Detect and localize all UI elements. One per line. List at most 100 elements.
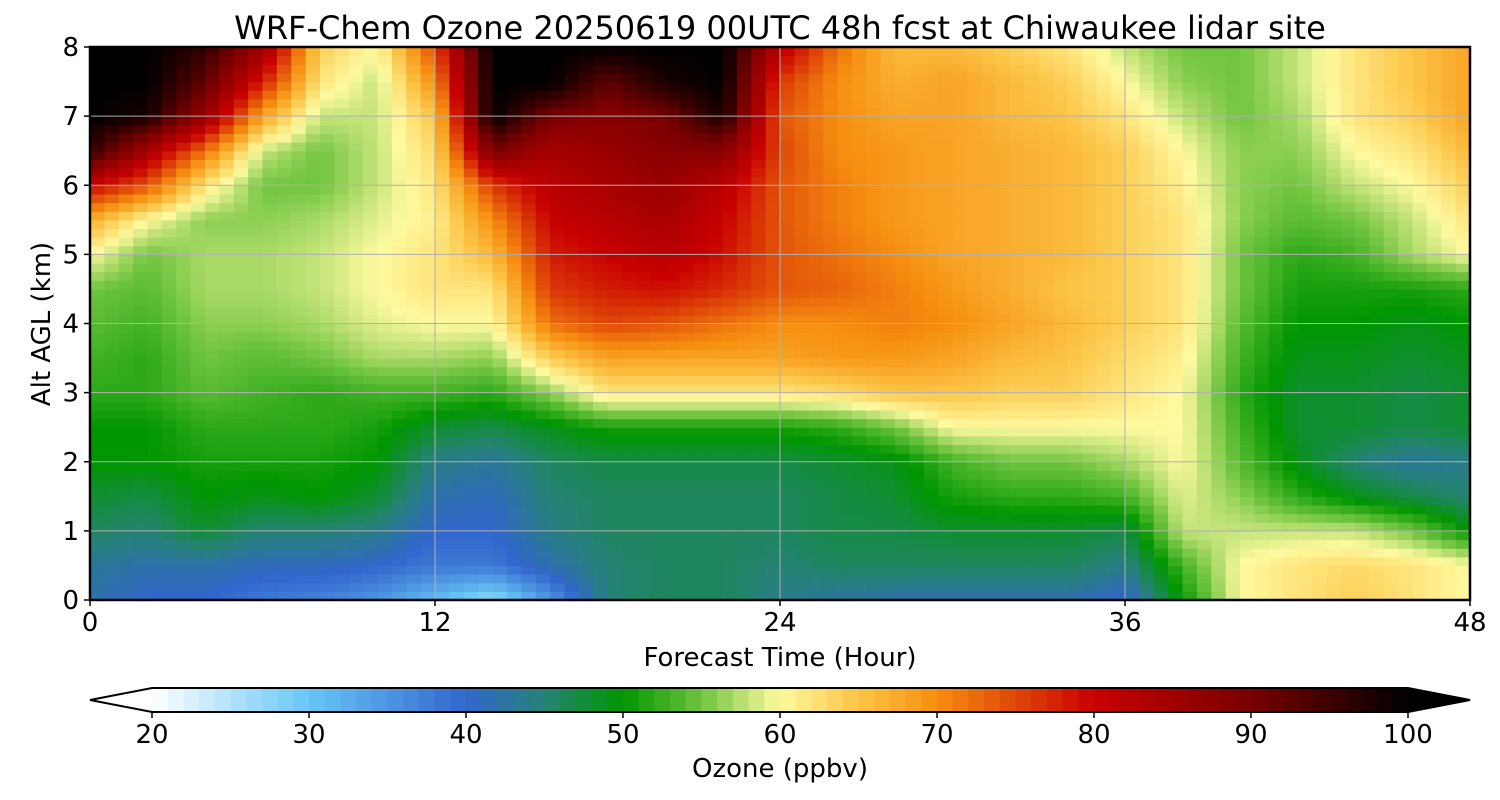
field-cell — [1369, 185, 1385, 195]
field-cell — [1153, 470, 1169, 480]
field-cell — [736, 245, 752, 255]
field-cell — [966, 375, 982, 385]
field-cell — [808, 314, 824, 325]
field-cell — [895, 288, 910, 299]
field-cell — [837, 539, 853, 549]
field-cell — [665, 159, 680, 169]
field-cell — [118, 375, 134, 385]
field-cell — [1254, 228, 1270, 238]
field-cell — [823, 340, 839, 351]
field-cell — [521, 496, 537, 506]
field-cell — [161, 565, 177, 575]
field-cell — [1268, 522, 1284, 532]
field-cell — [1369, 444, 1385, 454]
field-cell — [665, 150, 680, 160]
field-cell — [118, 142, 134, 152]
field-cell — [449, 228, 465, 238]
field-cell — [391, 193, 407, 204]
field-cell — [665, 245, 680, 255]
field-cell — [1455, 453, 1471, 463]
field-cell — [550, 254, 565, 264]
field-cell — [1024, 167, 1040, 178]
field-cell — [679, 193, 695, 204]
field-cell — [233, 297, 249, 307]
field-cell — [650, 245, 666, 255]
field-cell — [1340, 392, 1356, 402]
field-cell — [1254, 185, 1270, 195]
field-cell — [722, 245, 738, 255]
field-cell — [535, 358, 551, 368]
field-cell — [320, 582, 335, 592]
field-cell — [837, 479, 853, 489]
field-cell — [363, 470, 379, 480]
field-cell — [190, 228, 206, 238]
field-cell — [1211, 167, 1227, 178]
field-cell — [521, 332, 537, 342]
field-cell — [104, 176, 120, 186]
field-cell — [1211, 314, 1227, 325]
field-cell — [291, 556, 307, 567]
field-cell — [506, 349, 522, 359]
field-cell — [837, 176, 853, 186]
field-cell — [578, 539, 594, 549]
field-cell — [1340, 461, 1356, 471]
field-cell — [751, 401, 767, 411]
field-cell — [320, 237, 335, 247]
field-cell — [521, 435, 537, 446]
field-cell — [1426, 340, 1442, 351]
field-cell — [1081, 228, 1097, 238]
field-cell — [377, 453, 393, 463]
field-cell — [492, 375, 508, 385]
field-cell — [391, 237, 407, 247]
field-cell — [1268, 159, 1284, 169]
field-cell — [463, 323, 479, 333]
field-cell — [866, 167, 882, 178]
field-cell — [1455, 288, 1471, 299]
field-cell — [1225, 496, 1241, 506]
field-cell — [1326, 202, 1342, 212]
field-cell — [190, 375, 206, 385]
field-cell — [607, 383, 623, 394]
field-cell — [550, 263, 565, 273]
field-cell — [1196, 496, 1212, 506]
field-cell — [420, 263, 436, 273]
field-cell — [1125, 202, 1140, 212]
field-cell — [205, 366, 220, 376]
field-cell — [550, 193, 565, 204]
field-cell — [1067, 565, 1083, 575]
field-cell — [679, 254, 695, 264]
field-cell — [1038, 297, 1054, 307]
field-cell — [1355, 435, 1370, 446]
field-cell — [952, 306, 968, 316]
field-cell — [1441, 392, 1457, 402]
field-cell — [765, 314, 781, 325]
field-cell — [1196, 461, 1212, 471]
field-cell — [1383, 427, 1399, 437]
field-cell — [262, 280, 278, 290]
field-cell — [118, 271, 134, 281]
field-cell — [578, 202, 594, 212]
field-cell — [1225, 366, 1241, 376]
field-cell — [923, 358, 939, 368]
field-cell — [794, 401, 810, 411]
field-cell — [291, 211, 307, 221]
field-cell — [90, 409, 105, 420]
field-cell — [650, 228, 666, 238]
field-cell — [161, 176, 177, 186]
field-cell — [104, 504, 120, 515]
field-cell — [823, 461, 839, 471]
field-cell — [1010, 306, 1025, 316]
field-cell — [1268, 314, 1284, 325]
field-cell — [708, 453, 724, 463]
field-cell — [219, 504, 235, 515]
field-cell — [176, 193, 192, 204]
field-cell — [363, 332, 379, 342]
field-cell — [1038, 574, 1054, 584]
field-cell — [276, 176, 292, 186]
field-cell — [1024, 513, 1040, 523]
field-cell — [823, 548, 839, 558]
field-cell — [1067, 288, 1083, 299]
field-cell — [1441, 237, 1457, 247]
field-cell — [981, 530, 997, 541]
field-cell — [1254, 340, 1270, 351]
